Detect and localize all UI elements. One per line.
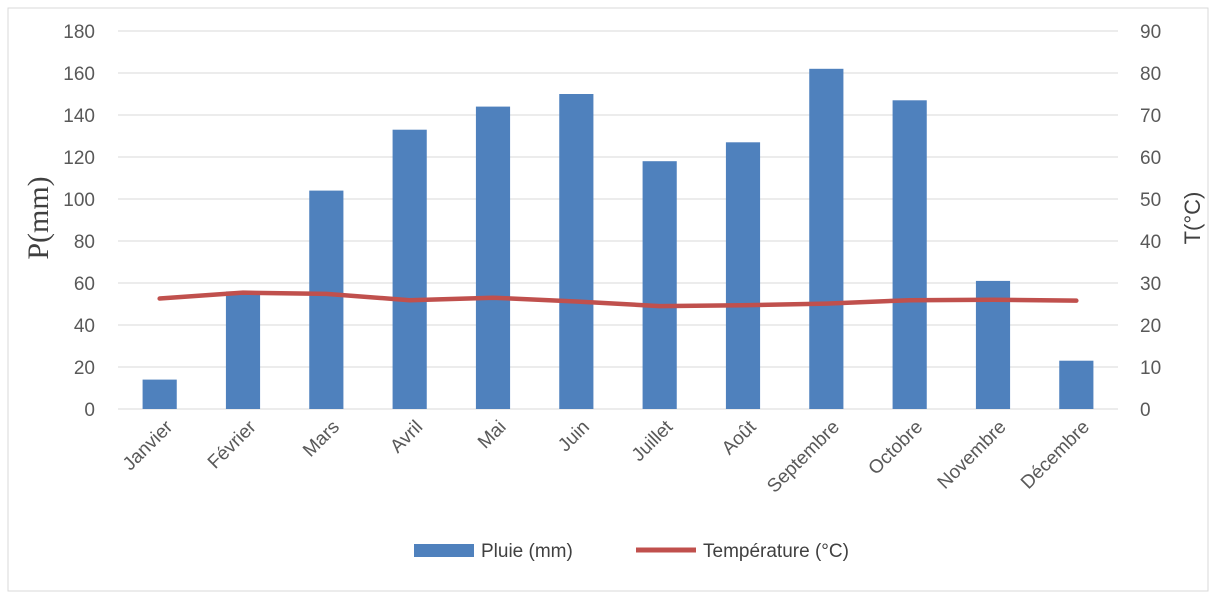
rain-bar bbox=[725, 142, 761, 410]
rain-bar bbox=[809, 68, 844, 410]
rain-bar bbox=[559, 94, 594, 409]
gridlines bbox=[118, 30, 1118, 410]
legend-temperature-label: Température (°C) bbox=[703, 541, 849, 562]
legend: Pluie (mm) Température (°C) bbox=[414, 541, 849, 562]
right-tick-label: 90 bbox=[1140, 22, 1161, 43]
temperature-line-group bbox=[157, 290, 1079, 309]
rain-bar bbox=[892, 100, 927, 410]
left-tick-label: 60 bbox=[74, 274, 95, 295]
rain-bar bbox=[225, 291, 261, 409]
right-tick-label: 40 bbox=[1140, 232, 1161, 253]
left-tick-label: 0 bbox=[84, 400, 95, 421]
left-tick-label: 40 bbox=[74, 316, 95, 337]
right-tick-label: 30 bbox=[1140, 274, 1161, 295]
temperature-line bbox=[157, 290, 1079, 309]
right-tick-label: 80 bbox=[1140, 64, 1161, 85]
legend-rain-label: Pluie (mm) bbox=[481, 541, 573, 562]
right-tick-label: 50 bbox=[1140, 190, 1161, 211]
rain-bar bbox=[1059, 360, 1094, 409]
right-axis-ticks: 0 10 20 30 40 50 60 70 80 90 bbox=[1140, 22, 1161, 421]
right-tick-label: 60 bbox=[1140, 148, 1161, 169]
rain-bar bbox=[475, 106, 511, 409]
rain-bar bbox=[392, 129, 427, 409]
right-tick-label: 0 bbox=[1140, 400, 1151, 421]
right-tick-label: 10 bbox=[1140, 358, 1161, 379]
rain-bar bbox=[309, 190, 344, 409]
legend-rain-swatch bbox=[414, 544, 474, 557]
rain-bar bbox=[642, 161, 677, 409]
left-tick-label: 100 bbox=[63, 190, 95, 211]
left-tick-label: 120 bbox=[63, 148, 95, 169]
left-tick-label: 20 bbox=[74, 358, 95, 379]
right-tick-label: 70 bbox=[1140, 106, 1161, 127]
rain-bar bbox=[142, 379, 177, 409]
right-tick-label: 20 bbox=[1140, 316, 1161, 337]
left-tick-label: 140 bbox=[63, 106, 95, 127]
rain-bar bbox=[975, 280, 1011, 409]
left-tick-label: 180 bbox=[63, 22, 95, 43]
left-axis-title: P(mm) bbox=[22, 176, 55, 259]
left-axis-ticks: 0 20 40 60 80 100 120 140 160 180 bbox=[63, 22, 95, 421]
left-tick-label: 160 bbox=[63, 64, 95, 85]
rain-bars bbox=[142, 68, 1094, 410]
left-tick-label: 80 bbox=[74, 232, 95, 253]
right-axis-title: T(°C) bbox=[1180, 192, 1205, 245]
